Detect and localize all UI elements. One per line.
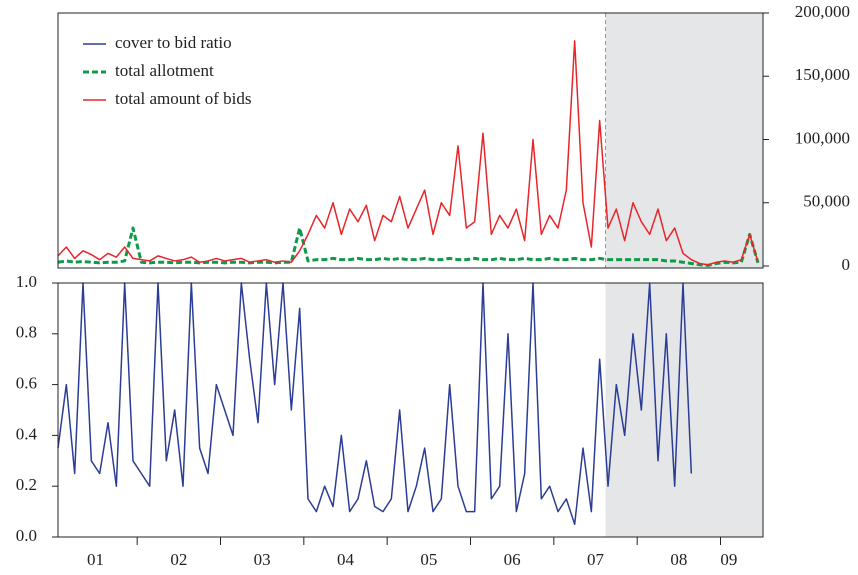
x-tick-label: 09 (720, 550, 737, 569)
legend: cover to bid ratio total allotment total a… (83, 33, 251, 108)
y-tick-label: 0.6 (16, 374, 37, 393)
plot-lines (57, 40, 760, 526)
top-panel-frame (57, 12, 764, 269)
y-tick-label: 0.0 (16, 526, 37, 545)
x-tick-label: 01 (87, 550, 104, 569)
x-tick-label: 04 (337, 550, 355, 569)
x-tick-label: 03 (254, 550, 271, 569)
legend-label: cover to bid ratio (115, 33, 232, 52)
bottom-panel-frame (57, 282, 764, 538)
x-tick-label: 06 (504, 550, 521, 569)
y2-tick-label: 150,000 (795, 65, 850, 84)
y-tick-label: 0.8 (16, 323, 37, 342)
x-tick-label: 07 (587, 550, 605, 569)
shading (605, 13, 763, 537)
y2-tick-label: 0 (842, 255, 851, 274)
x-tick-label: 05 (420, 550, 437, 569)
series-line (57, 40, 759, 266)
shaded-region (605, 13, 763, 268)
y-tick-label: 1.0 (16, 272, 37, 291)
y2-tick-label: 200,000 (795, 2, 850, 21)
y-tick-label: 0.2 (16, 475, 37, 494)
series-line (57, 282, 693, 526)
x-tick-label: 02 (170, 550, 187, 569)
y2-tick-label: 100,000 (795, 128, 850, 147)
x-tick-label: 08 (670, 550, 687, 569)
y-tick-label: 0.4 (16, 424, 38, 443)
legend-label: total amount of bids (115, 89, 251, 108)
y2-tick-label: 50,000 (803, 192, 850, 211)
axes: 0.0 0.2 0.4 0.6 0.8 1.0 0 50,000 100,000 150,000 2… (16, 2, 850, 569)
legend-label: total allotment (115, 61, 214, 80)
